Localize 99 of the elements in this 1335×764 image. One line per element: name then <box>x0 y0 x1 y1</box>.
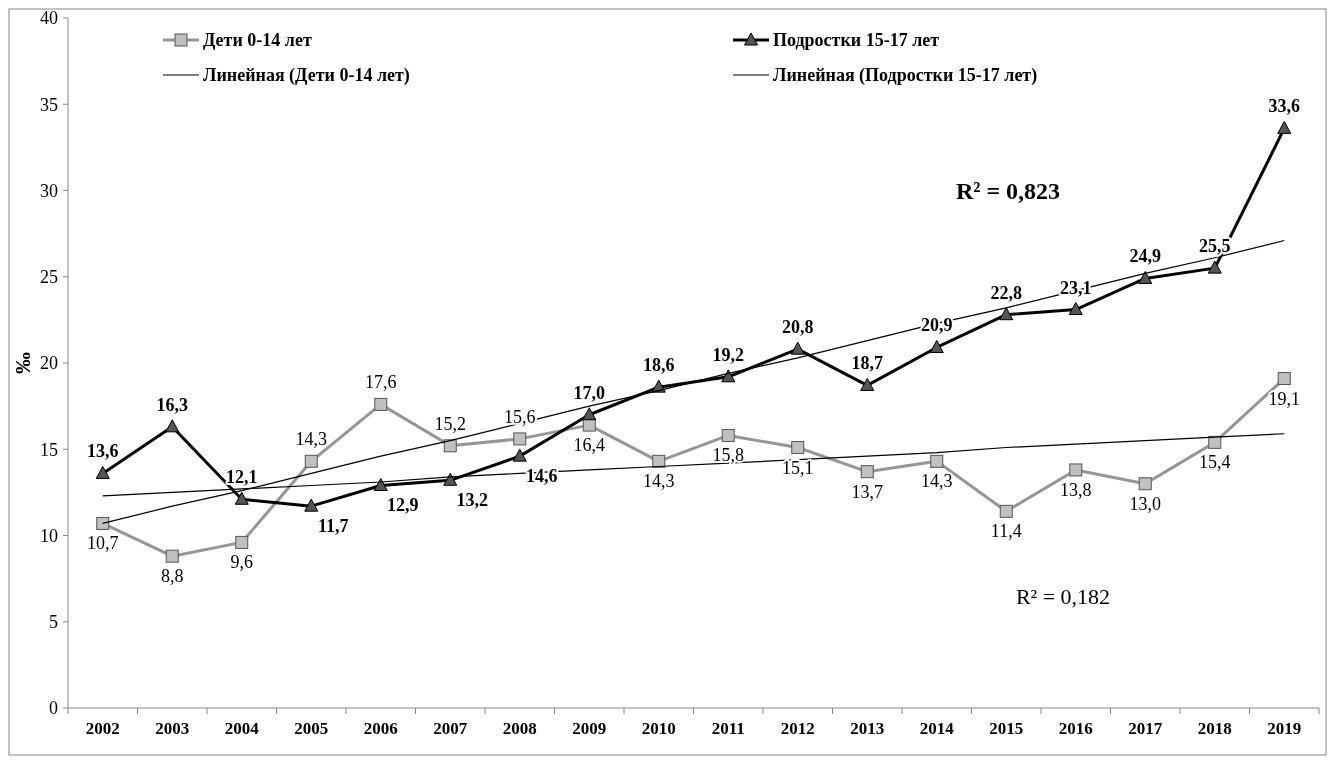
x-tick-label: 2018 <box>1197 719 1232 738</box>
data-label: 12,9 <box>387 495 419 516</box>
data-label: 15,2 <box>434 413 466 434</box>
data-label: 19,2 <box>712 344 744 365</box>
data-label: 13,7 <box>851 481 883 502</box>
point <box>1138 477 1152 491</box>
data-label: 15,8 <box>712 445 744 466</box>
point <box>235 535 249 549</box>
y-tick-label: 0 <box>49 698 58 719</box>
data-label: 14,3 <box>921 471 953 492</box>
point <box>96 516 110 530</box>
legend-label: Линейная (Дети 0-14 лет) <box>203 65 410 87</box>
point <box>304 498 319 512</box>
x-tick-label: 2019 <box>1267 719 1302 738</box>
data-label: 33,6 <box>1268 96 1300 117</box>
x-tick-label: 2006 <box>363 719 398 738</box>
point <box>374 397 388 411</box>
x-tick-label: 2015 <box>989 719 1024 738</box>
x-tick-label: 2007 <box>433 719 468 738</box>
legend-label: Подростки 15-17 лет <box>773 30 940 51</box>
point <box>513 432 527 446</box>
point <box>860 377 875 391</box>
point <box>165 419 180 433</box>
data-label: 10,7 <box>87 533 119 554</box>
point <box>652 454 666 468</box>
data-label: 9,6 <box>230 552 253 573</box>
point <box>234 491 249 505</box>
point <box>1069 463 1083 477</box>
data-label: 13,0 <box>1129 493 1161 514</box>
point <box>929 339 944 353</box>
x-tick-label: 2017 <box>1128 719 1163 738</box>
x-tick-label: 2008 <box>502 719 537 738</box>
data-label: 15,1 <box>782 457 814 478</box>
point <box>1068 302 1083 316</box>
annotation: R² = 0,182 <box>1015 583 1111 609</box>
point <box>999 307 1014 321</box>
x-tick-label: 2012 <box>780 719 815 738</box>
x-tick-label: 2002 <box>85 719 120 738</box>
data-label: 15,4 <box>1199 452 1231 473</box>
y-tick-label: 35 <box>40 94 58 115</box>
point <box>721 369 736 383</box>
x-tick-label: 2013 <box>850 719 885 738</box>
y-tick-label: 15 <box>40 439 58 460</box>
data-label: 16,4 <box>573 435 605 456</box>
data-label: 15,6 <box>504 406 536 427</box>
data-label: 19,1 <box>1268 388 1300 409</box>
data-label: 17,0 <box>573 382 605 403</box>
data-label: 12,1 <box>226 467 258 488</box>
point <box>443 472 458 486</box>
legend-label: Линейная (Подростки 15-17 лет) <box>773 65 1038 87</box>
data-label: 18,6 <box>643 355 675 376</box>
y-tick-label: 25 <box>40 267 58 288</box>
data-label: 8,8 <box>161 566 184 587</box>
data-label: 17,6 <box>365 372 397 393</box>
point <box>790 341 805 355</box>
point <box>304 454 318 468</box>
x-tick-label: 2010 <box>641 719 676 738</box>
point <box>721 428 735 442</box>
x-tick-label: 2003 <box>155 719 190 738</box>
y-tick-label: 30 <box>40 180 58 201</box>
x-tick-label: 2005 <box>294 719 329 738</box>
point <box>1207 260 1222 274</box>
data-label: 16,3 <box>156 394 188 415</box>
x-tick-label: 2016 <box>1058 719 1093 738</box>
y-axis-title: ‰ <box>10 352 35 374</box>
data-label: 24,9 <box>1129 246 1161 267</box>
point <box>1277 120 1292 134</box>
data-label: 14,3 <box>643 471 675 492</box>
point <box>512 448 527 462</box>
annotation: R² = 0,823 <box>955 177 1061 204</box>
point <box>165 549 179 563</box>
y-tick-label: 5 <box>49 612 58 633</box>
x-tick-label: 2004 <box>224 719 260 738</box>
data-label: 20,8 <box>782 317 814 338</box>
data-label: 11,4 <box>990 521 1022 542</box>
data-label: 13,6 <box>87 441 119 462</box>
data-label: 22,8 <box>990 282 1022 303</box>
point <box>791 441 805 455</box>
y-tick-label: 20 <box>40 353 58 374</box>
y-tick-label: 40 <box>40 8 58 29</box>
point <box>443 439 457 453</box>
data-label: 18,7 <box>851 353 883 374</box>
legend-label: Дети 0-14 лет <box>203 30 312 51</box>
point <box>582 407 597 421</box>
data-label: 11,7 <box>317 516 349 537</box>
point <box>930 454 944 468</box>
x-tick-label: 2009 <box>572 719 607 738</box>
y-tick-label: 10 <box>40 525 58 546</box>
point <box>95 465 110 479</box>
point <box>860 465 874 479</box>
data-label: 13,2 <box>456 490 488 511</box>
x-tick-label: 2011 <box>711 719 745 738</box>
point <box>999 504 1013 518</box>
x-tick-label: 2014 <box>919 719 955 738</box>
point <box>582 418 596 432</box>
data-label: 13,8 <box>1060 479 1092 500</box>
data-label: 14,3 <box>295 429 327 450</box>
point <box>1138 270 1153 284</box>
point <box>1277 372 1291 386</box>
